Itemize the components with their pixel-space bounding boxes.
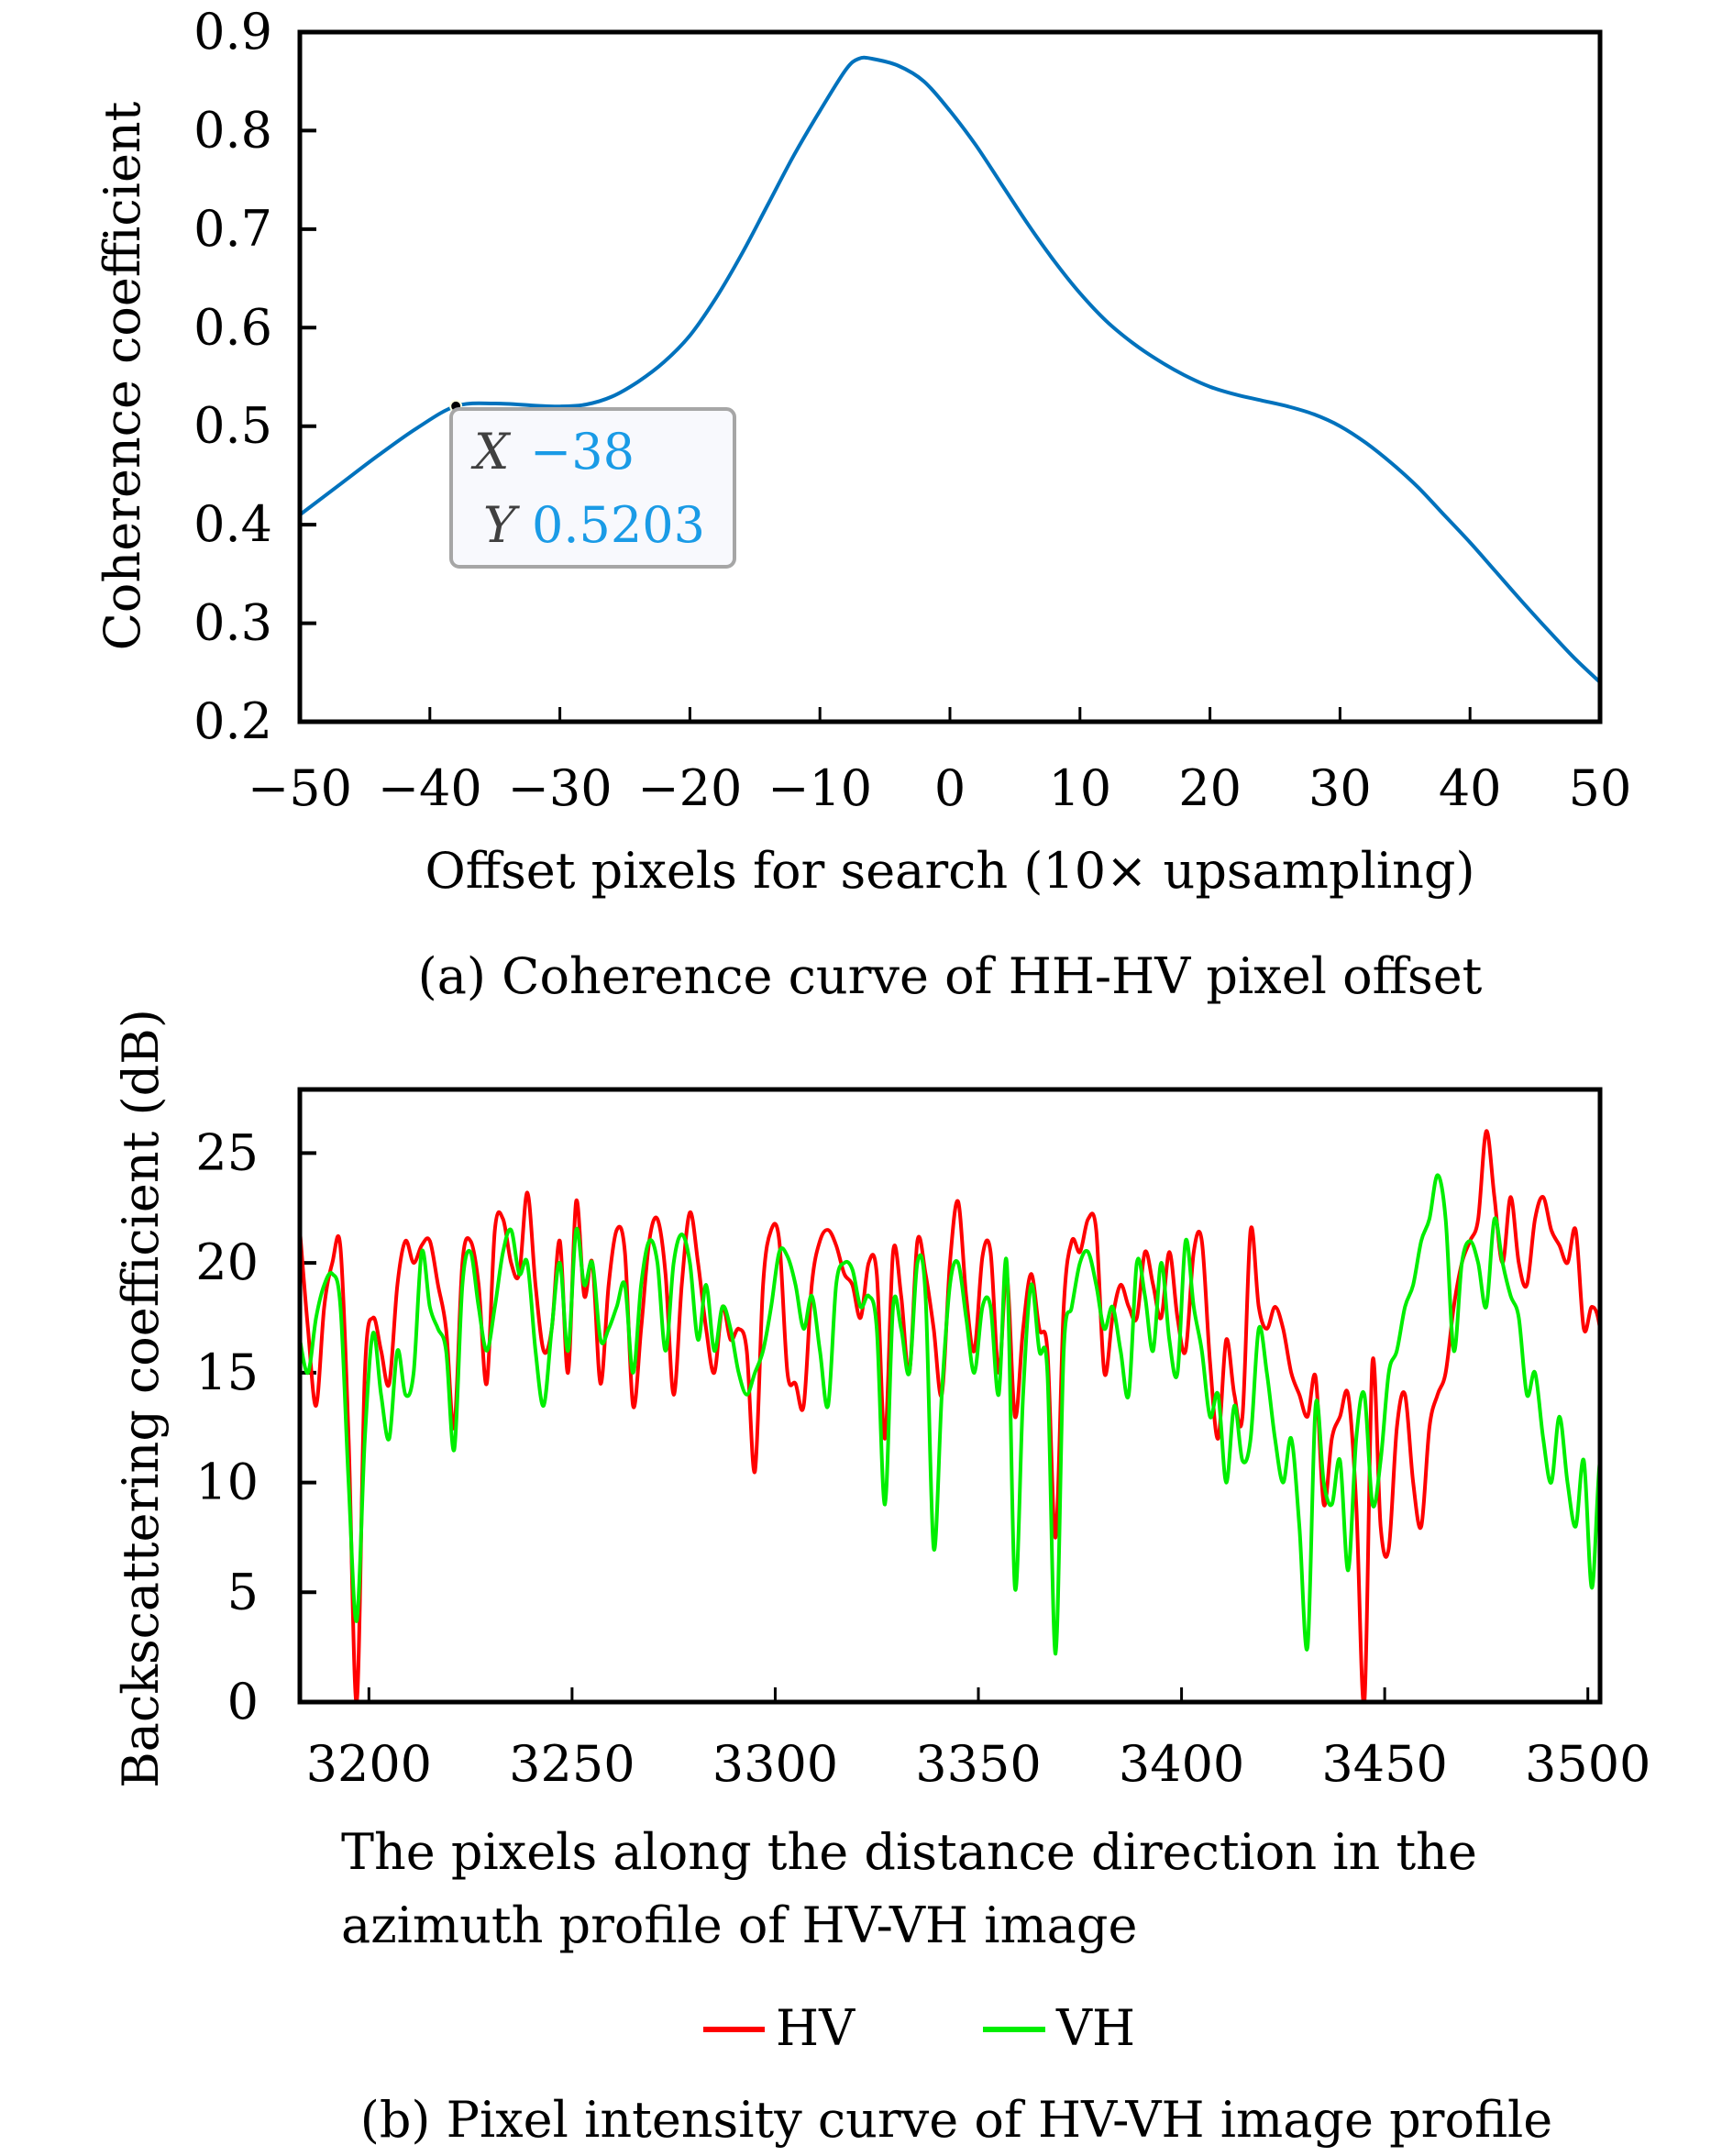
chart-a-datatip[interactable]: X −38 Y 0.5203 <box>449 399 736 569</box>
y-tick-label: 0.2 <box>193 692 272 750</box>
x-tick-label: 0 <box>934 759 966 817</box>
datatip-y-key: Y <box>483 496 520 554</box>
y-tick-label: 10 <box>195 1454 259 1511</box>
y-tick-label: 0 <box>227 1673 259 1730</box>
x-tick-label: −30 <box>508 759 613 817</box>
legend-label-vh: VH <box>1055 1999 1135 2057</box>
x-tick-label: 3200 <box>306 1735 432 1793</box>
y-tick-label: 25 <box>195 1123 259 1181</box>
chart-a-caption: (a) Coherence curve of HH-HV pixel offse… <box>418 947 1483 1005</box>
chart-a-x-axis-title: Offset pixels for search (10× upsampling… <box>425 842 1474 900</box>
y-tick-label: 0.5 <box>193 397 272 455</box>
y-tick-label: 0.6 <box>193 298 272 356</box>
datatip-y-value: 0.5203 <box>532 496 705 554</box>
datatip-box <box>449 407 736 569</box>
x-tick-label: −40 <box>378 759 482 817</box>
x-tick-label: 10 <box>1048 759 1111 817</box>
x-tick-label: 3400 <box>1119 1735 1244 1793</box>
x-tick-label: 40 <box>1439 759 1502 817</box>
y-tick-label: 0.3 <box>193 594 272 652</box>
chart-b-x-axis-title-line-2: azimuth profile of HV-VH image <box>341 1896 1137 1954</box>
y-tick-label: 0.9 <box>193 3 272 61</box>
chart-b-caption: (b) Pixel intensity curve of HV-VH image… <box>360 2091 1552 2149</box>
y-tick-label: 0.4 <box>193 495 272 553</box>
chart-b-x-axis-title-line-1: The pixels along the distance direction … <box>341 1823 1477 1881</box>
chart-a-y-ticks: 0.2 0.3 0.4 0.5 0.6 0.7 0.8 0.9 <box>193 3 316 750</box>
x-tick-label: 3450 <box>1321 1735 1447 1793</box>
x-tick-label: −10 <box>767 759 872 817</box>
y-tick-label: 15 <box>195 1343 259 1401</box>
chart-b-x-ticks: 3200 3250 3300 3350 3400 3450 3500 <box>306 1687 1650 1793</box>
x-tick-label: 30 <box>1308 759 1372 817</box>
chart-a-frame <box>297 29 1603 724</box>
x-tick-label: 20 <box>1178 759 1242 817</box>
x-tick-label: 3350 <box>915 1735 1041 1793</box>
chart-b-y-ticks: 0 5 10 15 20 25 <box>195 1123 316 1730</box>
chart-a: 0.2 0.3 0.4 0.5 0.6 0.7 0.8 0.9 −50 −40 −30 −20 −10… <box>94 3 1631 1005</box>
chart-b-series-vh <box>300 1173 1600 1656</box>
x-tick-label: 3250 <box>509 1735 635 1793</box>
x-tick-label: 50 <box>1569 759 1632 817</box>
y-tick-label: 20 <box>195 1233 259 1291</box>
datatip-x-key: X <box>470 423 512 481</box>
chart-a-y-axis-title: Coherence coefficient <box>94 101 151 650</box>
y-tick-label: 5 <box>227 1563 259 1620</box>
chart-b-y-axis-title: Backscattering coefficient (dB) <box>112 1009 170 1788</box>
x-tick-label: 3300 <box>712 1735 838 1793</box>
chart-a-x-ticks: −50 −40 −30 −20 −10 0 10 20 30 40 50 <box>248 707 1631 817</box>
x-tick-label: 3500 <box>1525 1735 1650 1793</box>
x-tick-label: −50 <box>248 759 352 817</box>
y-tick-label: 0.8 <box>193 101 272 159</box>
chart-b-frame <box>297 1087 1603 1705</box>
chart-b-series-hv <box>300 1129 1600 1702</box>
datatip-x-value: −38 <box>530 423 635 481</box>
legend-label-hv: HV <box>776 1999 855 2057</box>
y-tick-label: 0.7 <box>193 200 272 258</box>
chart-a-series-coherence <box>298 55 1602 684</box>
x-tick-label: −20 <box>637 759 742 817</box>
chart-b-legend: HV VH <box>703 1999 1135 2057</box>
